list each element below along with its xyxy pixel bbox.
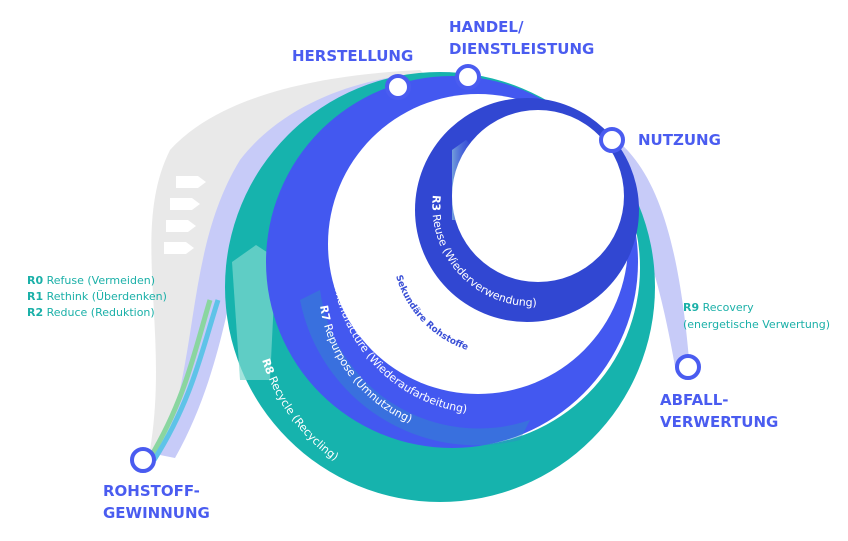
handel-label-line1: HANDEL/ xyxy=(449,18,524,36)
abfall-label-line2: VERWERTUNG xyxy=(660,413,778,431)
node-abfallverwertung[interactable] xyxy=(675,354,701,380)
r2-label: R2 Reduce (Reduktion) xyxy=(27,306,155,319)
r9-label: R9 Recovery xyxy=(683,301,754,314)
ring-r7-shade xyxy=(300,290,530,446)
rohstoff-label-line2: GEWINNUNG xyxy=(103,504,210,522)
node-herstellung[interactable] xyxy=(385,74,411,100)
rohstoff-label-line1: ROHSTOFF- xyxy=(103,482,200,500)
r8-arrow-highlight xyxy=(232,245,276,380)
node-nutzung[interactable] xyxy=(599,127,625,153)
r9-sublabel: (energetische Verwertung) xyxy=(683,318,830,331)
arrow-icons xyxy=(164,176,206,254)
node-handel[interactable] xyxy=(455,64,481,90)
material-loop-band xyxy=(160,72,455,458)
extraction-strand xyxy=(151,299,221,462)
handel-label-line2: DIENSTLEISTUNG xyxy=(449,40,594,58)
raw-material-flow xyxy=(150,70,440,450)
node-rohstoffgewinnung[interactable] xyxy=(130,447,156,473)
nutzung-label: NUTZUNG xyxy=(638,131,721,149)
energy-recovery-band xyxy=(600,135,690,372)
extraction-strands xyxy=(147,299,213,460)
ring-center xyxy=(452,110,624,282)
r0-label: R0 Refuse (Vermeiden) xyxy=(27,274,155,287)
r1-label: R1 Rethink (Überdenken) xyxy=(27,290,167,303)
abfall-label-line1: ABFALL- xyxy=(660,391,729,409)
herstellung-label: HERSTELLUNG xyxy=(292,47,413,65)
